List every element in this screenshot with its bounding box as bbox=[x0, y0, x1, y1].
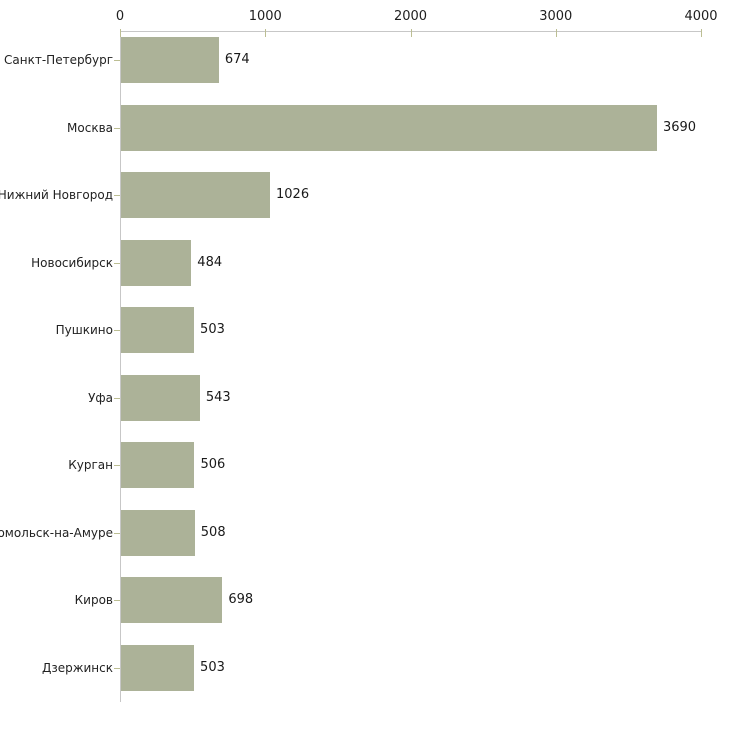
category-label: Нижний Новгород bbox=[0, 188, 113, 203]
bar bbox=[121, 442, 195, 489]
y-axis-tick-mark bbox=[114, 195, 120, 197]
x-axis-tick-mark bbox=[410, 29, 412, 37]
bar-value-label: 3690 bbox=[662, 119, 697, 135]
bar bbox=[121, 104, 657, 151]
bar-value-label: 484 bbox=[197, 254, 223, 270]
category-label: мсомольск-на-Амуре bbox=[0, 525, 113, 540]
bar-value-label: 543 bbox=[205, 389, 231, 405]
bar-value-label: 503 bbox=[200, 659, 225, 675]
bar bbox=[121, 239, 192, 286]
x-axis-tick-mark bbox=[120, 29, 121, 37]
category-label: Дзержинск bbox=[41, 660, 113, 675]
bar-value-label: 506 bbox=[200, 457, 226, 473]
y-axis-tick-mark bbox=[114, 600, 120, 602]
y-axis-line bbox=[120, 31, 121, 702]
x-axis-tick-label: 2000 bbox=[393, 9, 428, 24]
category-label: Пушкино bbox=[55, 323, 113, 338]
bar bbox=[121, 37, 219, 83]
category-label: Киров bbox=[74, 593, 113, 608]
category-label: Уфа bbox=[88, 390, 113, 405]
x-axis-tick-label: 1000 bbox=[248, 9, 282, 24]
y-axis-tick-mark bbox=[114, 60, 120, 61]
x-axis-tick-mark bbox=[701, 29, 702, 37]
bar bbox=[121, 307, 195, 354]
bar bbox=[121, 577, 223, 624]
y-axis-tick-mark bbox=[114, 330, 120, 332]
category-label: Москва bbox=[67, 120, 113, 135]
x-axis-tick-label: 3000 bbox=[539, 9, 573, 24]
y-axis-tick-mark bbox=[114, 532, 120, 534]
y-axis-tick-mark bbox=[114, 397, 120, 399]
y-axis-tick-mark bbox=[114, 667, 120, 669]
category-label: Новосибирск bbox=[31, 255, 113, 270]
bar-value-label: 698 bbox=[228, 592, 254, 608]
bar-value-label: 1026 bbox=[276, 187, 310, 203]
x-axis-tick-mark bbox=[555, 29, 557, 37]
x-axis-tick-mark bbox=[265, 29, 267, 37]
x-axis-tick-label: 0 bbox=[115, 9, 125, 24]
bar-value-label: 508 bbox=[200, 524, 226, 540]
bar bbox=[121, 172, 271, 219]
y-axis-tick-mark bbox=[114, 465, 120, 467]
bar bbox=[121, 644, 195, 691]
bar bbox=[121, 509, 195, 556]
category-label: Курган bbox=[68, 458, 113, 473]
x-axis-tick-label: 4000 bbox=[684, 9, 718, 24]
y-axis-tick-mark bbox=[114, 262, 120, 264]
y-axis-tick-mark bbox=[114, 127, 120, 129]
bar-value-label: 674 bbox=[224, 52, 250, 67]
bar bbox=[121, 374, 200, 421]
bar-value-label: 503 bbox=[200, 322, 225, 338]
category-label: Санкт-Петербург bbox=[4, 53, 113, 67]
